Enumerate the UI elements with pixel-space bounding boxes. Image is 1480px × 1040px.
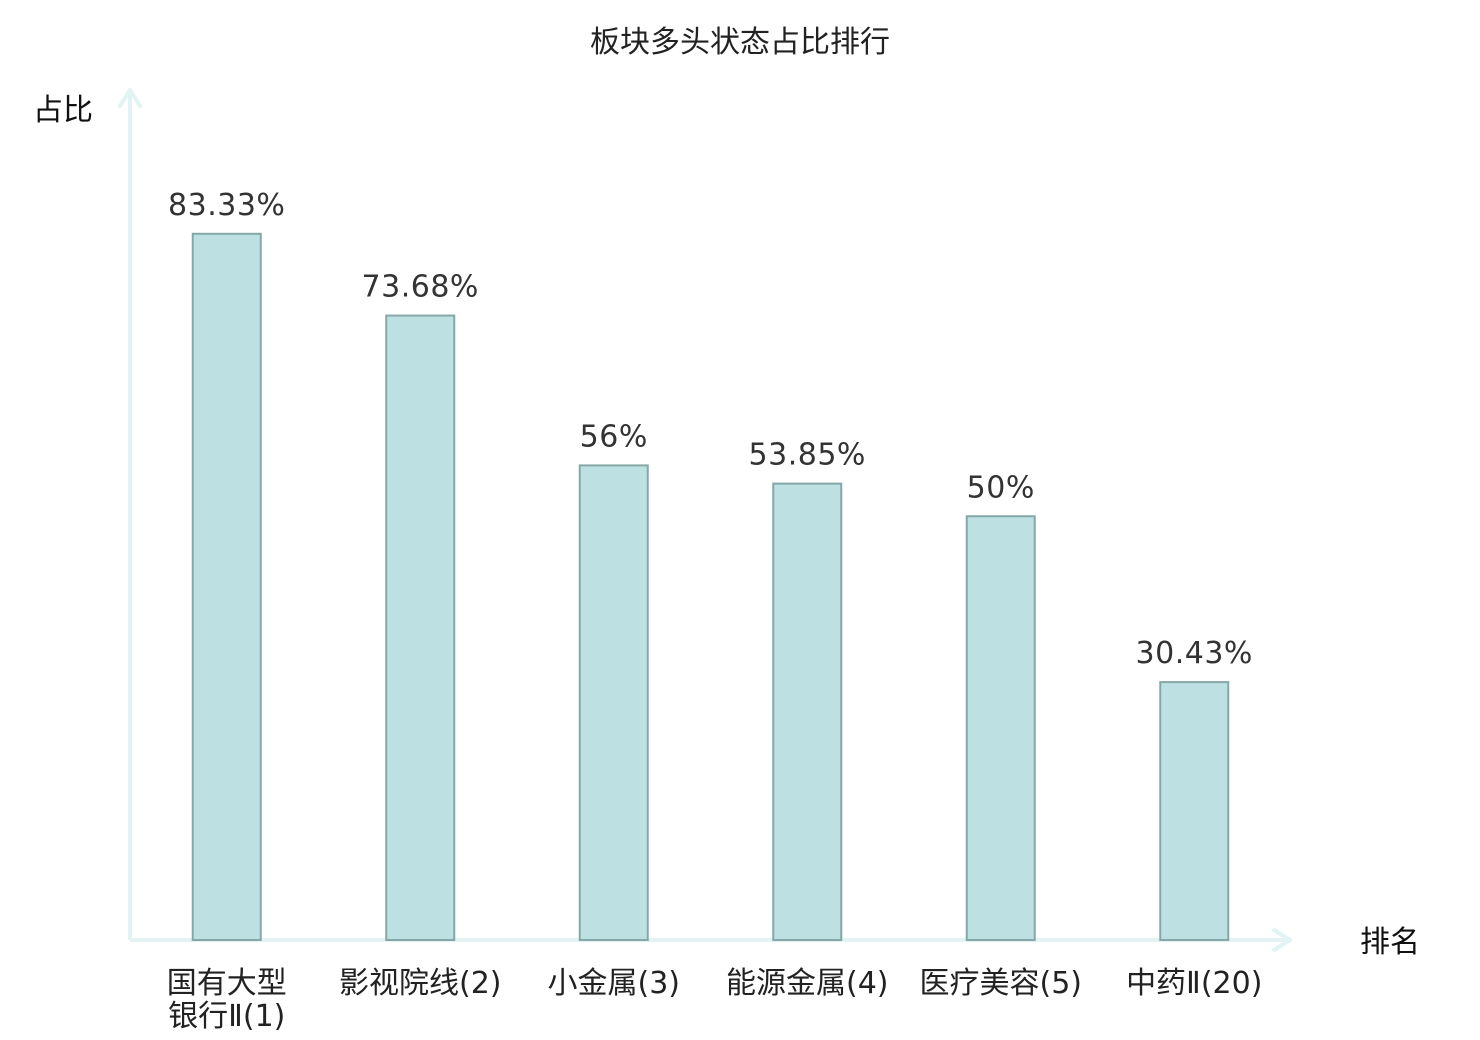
bar-value-label: 50% [967,470,1035,505]
bar [578,464,649,941]
x-tick-label: 影视院线(2) [339,966,502,1001]
value-labels: 83.33% 73.68% 56% 53.85% 50% 30.43% [168,188,1253,671]
x-tick-label: 小金属(3) [548,966,681,1001]
y-axis-label: 占比 [33,93,93,128]
bar [191,232,262,941]
bar-value-label: 53.85% [749,438,866,473]
bar [965,515,1036,941]
y-axis-arrow [118,88,142,108]
axes [118,88,1292,952]
x-tick-label: 医疗美容(5) [920,966,1083,1001]
bar-value-label: 56% [580,419,648,454]
chart-title: 板块多头状态占比排行 [590,25,890,60]
bar [1159,681,1230,942]
x-axis-arrow [1272,928,1292,952]
bar-value-label: 30.43% [1136,636,1253,671]
x-axis-label: 排名 [1360,925,1420,960]
bar [385,314,456,941]
bar-value-label: 83.33% [168,188,285,223]
bar-series [191,232,1230,942]
bar-value-label: 73.68% [362,270,479,305]
x-tick-label: 银行Ⅱ(1) [168,999,285,1034]
x-tick-label: 国有大型 [167,966,287,1001]
bar [772,482,843,941]
x-tick-label: 能源金属(4) [726,966,889,1001]
x-tick-label: 中药Ⅱ(20) [1126,966,1262,1001]
